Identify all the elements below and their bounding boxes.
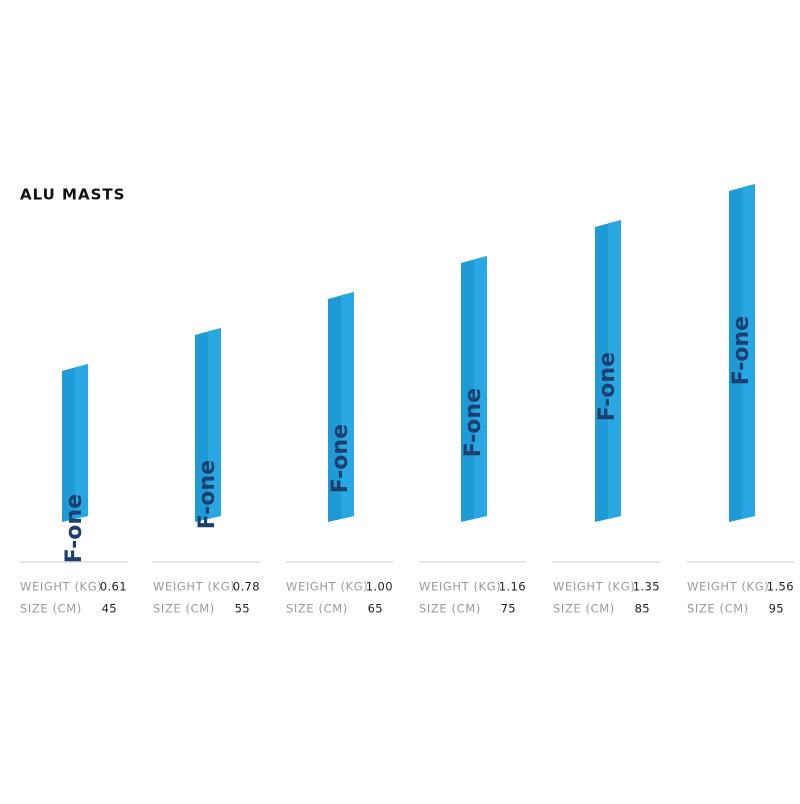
size-label: SIZE (CM) xyxy=(153,602,215,616)
weight-value: 1.00 xyxy=(366,580,393,594)
size-label: SIZE (CM) xyxy=(687,602,749,616)
mast-shade xyxy=(341,292,354,519)
size-label: SIZE (CM) xyxy=(20,602,82,616)
mast: F-one xyxy=(595,220,621,522)
size-value: 95 xyxy=(769,602,784,616)
weight-value: 0.61 xyxy=(100,580,127,594)
weight-label: WEIGHT (KG) xyxy=(286,580,368,594)
size-value: 55 xyxy=(235,602,250,616)
mast-shade xyxy=(75,364,88,519)
mast-logo: F-one xyxy=(195,460,220,529)
mast-logo: F-one xyxy=(62,494,87,563)
mast-shade xyxy=(474,256,487,519)
size-label: SIZE (CM) xyxy=(553,602,615,616)
size-value: 75 xyxy=(501,602,516,616)
mast-shade xyxy=(208,328,221,519)
weight-label: WEIGHT (KG) xyxy=(419,580,501,594)
size-label: SIZE (CM) xyxy=(286,602,348,616)
weight-value: 1.35 xyxy=(633,580,660,594)
mast: F-one xyxy=(729,184,755,522)
weight-value: 0.78 xyxy=(233,580,260,594)
mast: F-one xyxy=(461,256,487,522)
weight-label: WEIGHT (KG) xyxy=(553,580,635,594)
mast: F-one xyxy=(195,328,221,529)
size-value: 45 xyxy=(102,602,117,616)
mast-logo: F-one xyxy=(461,388,486,457)
mast-logo: F-one xyxy=(328,424,353,493)
size-value: 85 xyxy=(635,602,650,616)
weight-label: WEIGHT (KG) xyxy=(153,580,235,594)
title: ALU MASTS xyxy=(20,186,125,204)
mast-shade xyxy=(608,220,621,519)
weight-value: 1.56 xyxy=(767,580,794,594)
weight-value: 1.16 xyxy=(499,580,526,594)
mast: F-one xyxy=(328,292,354,522)
mast: F-one xyxy=(62,364,88,563)
size-label: SIZE (CM) xyxy=(419,602,481,616)
weight-label: WEIGHT (KG) xyxy=(20,580,102,594)
mast-shade xyxy=(742,184,755,519)
mast-logo: F-one xyxy=(729,316,754,385)
size-value: 65 xyxy=(368,602,383,616)
mast-logo: F-one xyxy=(595,352,620,421)
weight-label: WEIGHT (KG) xyxy=(687,580,769,594)
